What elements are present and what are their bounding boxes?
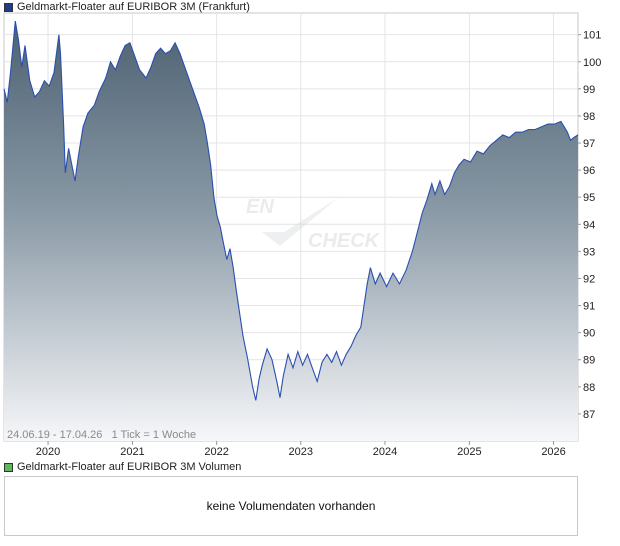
price-chart: EN CHECK 87 88 89 90 91 92 93 94 95 96 97 98 99 100 10… xyxy=(3,12,601,458)
y-tick-label: 96 xyxy=(583,165,595,177)
y-tick-label: 91 xyxy=(583,301,595,313)
y-tick-label: 87 xyxy=(583,409,595,421)
y-tick-label: 88 xyxy=(583,382,595,394)
watermark-check-icon xyxy=(262,198,338,246)
x-axis: 2020 2021 2022 2023 2024 2025 2026 xyxy=(36,441,566,458)
watermark-right: CHECK xyxy=(308,230,381,252)
legend-volume-swatch xyxy=(4,462,13,472)
volume-panel: keine Volumendaten vorhanden xyxy=(4,476,578,536)
date-range-label: 24.06.19 - 17.04.26 1 Tick = 1 Woche xyxy=(7,429,196,441)
x-tick-label: 2020 xyxy=(36,446,60,458)
x-tick-label: 2021 xyxy=(120,446,144,458)
x-tick-label: 2025 xyxy=(457,446,481,458)
x-tick-label: 2024 xyxy=(373,446,397,458)
y-tick-label: 95 xyxy=(583,192,595,204)
y-tick-label: 92 xyxy=(583,273,595,285)
price-area xyxy=(4,21,578,441)
y-axis: 87 88 89 90 91 92 93 94 95 96 97 98 99 100 101 xyxy=(578,30,601,421)
watermark: EN CHECK xyxy=(246,196,381,252)
legend-price-swatch xyxy=(4,2,13,12)
legend-volume-label: Geldmarkt-Floater auf EURIBOR 3M Volumen xyxy=(17,461,242,473)
x-tick-label: 2022 xyxy=(204,446,228,458)
y-tick-label: 101 xyxy=(583,30,601,42)
y-tick-label: 98 xyxy=(583,111,595,123)
y-tick-label: 99 xyxy=(583,84,595,96)
legend-price: Geldmarkt-Floater auf EURIBOR 3M (Frankf… xyxy=(4,1,250,13)
volume-message: keine Volumendaten vorhanden xyxy=(206,499,376,513)
y-tick-label: 94 xyxy=(583,219,595,231)
y-tick-label: 89 xyxy=(583,355,595,367)
watermark-left: EN xyxy=(246,196,274,218)
price-line xyxy=(3,21,579,401)
y-tick-label: 97 xyxy=(583,138,595,150)
y-tick-label: 100 xyxy=(583,57,601,69)
legend-price-label: Geldmarkt-Floater auf EURIBOR 3M (Frankf… xyxy=(17,1,250,13)
y-tick-label: 90 xyxy=(583,328,595,340)
x-tick-label: 2026 xyxy=(541,446,565,458)
y-tick-label: 93 xyxy=(583,246,595,258)
x-tick-label: 2023 xyxy=(289,446,313,458)
legend-volume: Geldmarkt-Floater auf EURIBOR 3M Volumen xyxy=(4,461,241,473)
